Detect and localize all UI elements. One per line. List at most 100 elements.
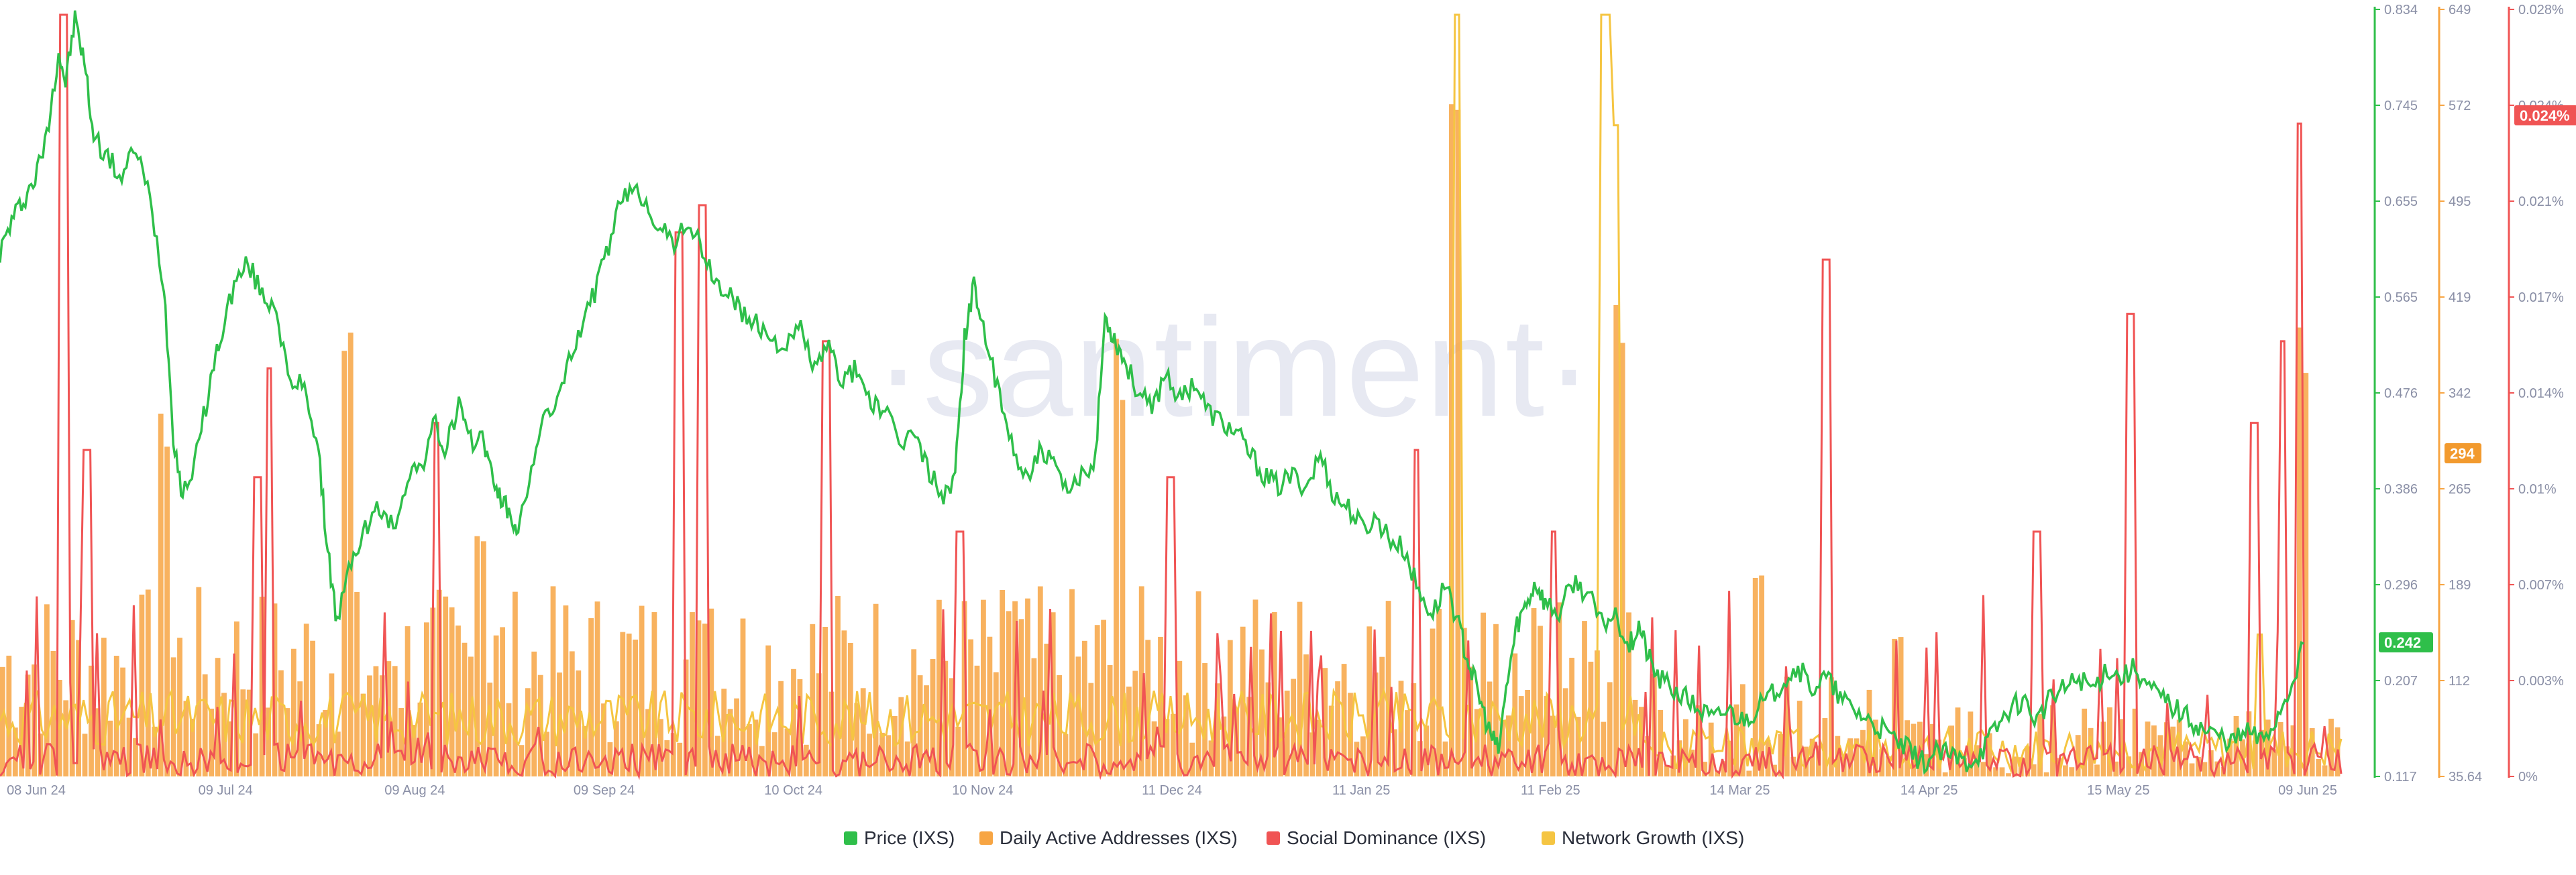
- daa-bar: [904, 741, 910, 776]
- daa-bar: [949, 678, 955, 776]
- daa-bar: [1879, 749, 1885, 776]
- daa-bar: [1829, 677, 1834, 776]
- daa-bar: [164, 447, 170, 776]
- daa-bar: [1721, 761, 1727, 776]
- legend-swatch: [979, 831, 993, 845]
- daa-bar: [2088, 727, 2094, 776]
- daa-bar: [367, 675, 372, 776]
- daa-bar: [89, 665, 94, 776]
- daa-bar: [487, 683, 493, 776]
- price-axis-tick-label: 0.476: [2384, 386, 2418, 401]
- daa-bar: [1461, 628, 1467, 776]
- daa-bar: [323, 710, 328, 776]
- daa-bar: [1316, 719, 1322, 776]
- x-axis-tick-label: 08 Jun 24: [7, 783, 66, 798]
- daa-bar: [677, 742, 683, 776]
- daa-bar: [462, 642, 468, 776]
- daa-bar: [810, 624, 816, 776]
- daa-bar: [601, 703, 606, 776]
- x-axis-tick-label: 09 Sep 24: [574, 783, 635, 798]
- daa-bar: [347, 333, 354, 777]
- daa-bar: [961, 601, 967, 776]
- daa-bar: [316, 724, 322, 776]
- daa-bar: [2094, 764, 2100, 776]
- daa-bar: [2075, 735, 2081, 776]
- daa-bar: [480, 541, 486, 776]
- daa-bar: [1619, 343, 1625, 776]
- daa-bar: [1271, 612, 1277, 776]
- daa-bar: [1822, 718, 1828, 776]
- daa-bar: [1739, 684, 1746, 776]
- daa-bar: [1303, 654, 1309, 776]
- daa-bar: [1114, 339, 1119, 776]
- daa-bar: [1088, 683, 1094, 776]
- daa-bar: [0, 666, 5, 776]
- daa-bar: [1189, 742, 1195, 776]
- daa-bar: [1752, 578, 1758, 776]
- daa-bar: [968, 639, 973, 776]
- daa-bar: [354, 591, 360, 776]
- daa-bar: [879, 732, 885, 776]
- daa-bar: [1664, 766, 1670, 776]
- price-axis-tick-label: 0.386: [2384, 482, 2418, 497]
- x-axis-tick-label: 10 Oct 24: [764, 783, 822, 798]
- daa-bar: [1138, 586, 1144, 776]
- daa-bar: [1980, 762, 1986, 776]
- daa-bar: [2012, 756, 2018, 776]
- x-axis-tick-label: 11 Dec 24: [1142, 783, 1202, 798]
- daa-bar: [196, 587, 202, 776]
- daa-bar: [633, 639, 638, 776]
- daa-bar: [1683, 719, 1688, 776]
- daa-bar: [190, 718, 195, 776]
- daa-bar: [6, 655, 12, 776]
- daa-bar: [645, 709, 651, 776]
- daa-bar: [1436, 609, 1442, 776]
- daa-bar: [278, 670, 284, 776]
- daa-bar: [753, 719, 759, 776]
- daa-bar: [955, 726, 961, 776]
- daa-bar: [1708, 722, 1714, 776]
- daa-bar: [936, 599, 942, 776]
- daa-bar: [1291, 679, 1296, 776]
- daa-bar: [95, 708, 101, 776]
- daa-bar: [1562, 688, 1568, 776]
- network-growth-line: [0, 13, 2343, 774]
- daa-bar: [690, 611, 695, 776]
- social-axis-tick-label: 0.017%: [2518, 290, 2564, 305]
- daa-bar: [1481, 612, 1486, 776]
- legend-label: Price (IXS): [864, 827, 955, 848]
- lines-layer: [0, 10, 2343, 780]
- daa-bar: [2309, 728, 2315, 776]
- daa-bar: [63, 700, 69, 776]
- daa-bar: [765, 645, 771, 776]
- x-axis-tick-label: 11 Feb 25: [1521, 783, 1580, 798]
- daa-bar: [1999, 767, 2005, 776]
- daa-bar: [1993, 767, 1998, 776]
- daa-bar: [847, 643, 853, 776]
- daa-bar: [1569, 658, 1574, 776]
- daa-bar: [1531, 607, 1537, 776]
- social-axis-tick-label: 0.028%: [2518, 3, 2564, 17]
- daa-bar: [107, 720, 113, 776]
- daa-bar: [120, 667, 125, 776]
- daa-bar: [2107, 707, 2112, 776]
- daa-bar: [1069, 589, 1075, 776]
- daa-bar: [1942, 772, 1948, 776]
- price-last-value-text: 0.242: [2384, 634, 2421, 651]
- social-axis-tick-label: 0.021%: [2518, 194, 2564, 209]
- price-axis-tick-label: 0.565: [2384, 290, 2418, 305]
- daa-bar: [734, 698, 739, 776]
- daa-bar: [1929, 723, 1935, 776]
- legend-label: Network Growth (IXS): [1562, 827, 1744, 848]
- daa-bar: [2214, 761, 2220, 776]
- daa-bar: [1417, 741, 1423, 776]
- daa-bar: [1550, 715, 1556, 776]
- x-axis-tick-label: 09 Aug 24: [384, 783, 445, 798]
- daa-axis-tick-label: 572: [2449, 99, 2471, 113]
- daa-bar: [1101, 620, 1106, 776]
- daa-last-value-badge: [2445, 443, 2481, 463]
- daa-bar: [1885, 756, 1891, 776]
- x-axis-tick-label: 15 May 25: [2087, 783, 2149, 798]
- daa-bar: [145, 589, 151, 776]
